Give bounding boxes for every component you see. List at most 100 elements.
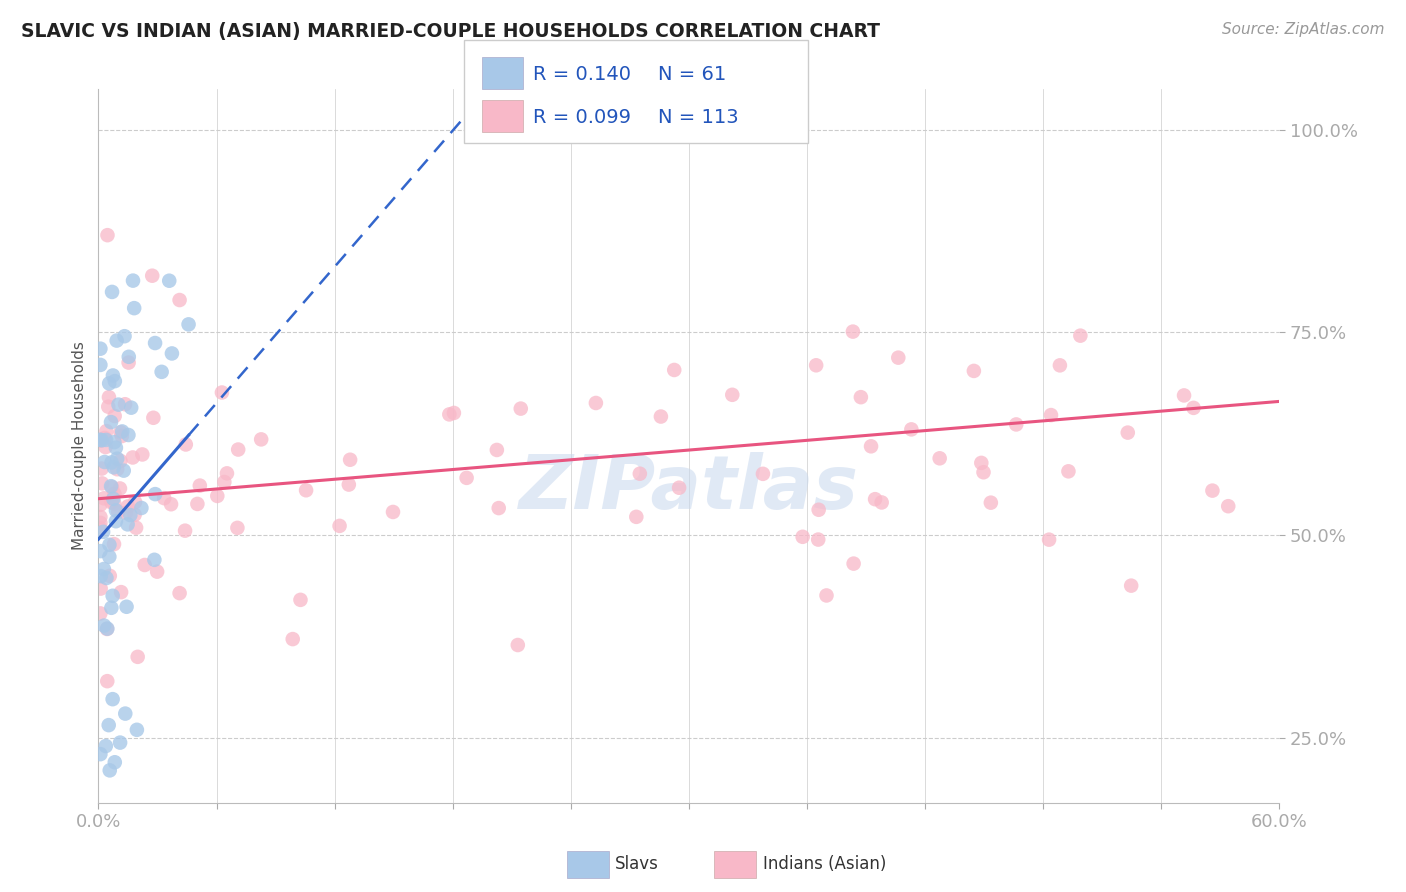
Point [103, 435, 125, 450]
Point [98, 538, 121, 552]
Point [93, 431, 115, 445]
Point [108, 736, 131, 750]
Point [804, 359, 827, 373]
Point [1121, 579, 1143, 593]
Point [153, 491, 176, 505]
Point [101, 285, 124, 299]
Point [114, 706, 136, 721]
Point [211, 385, 233, 400]
Point [807, 533, 830, 547]
Point [103, 460, 125, 475]
Point [118, 350, 141, 364]
Point [117, 355, 139, 369]
Point [1005, 417, 1028, 432]
Point [98, 376, 121, 391]
Point [382, 505, 405, 519]
Point [124, 508, 146, 522]
Y-axis label: Married-couple Households: Married-couple Households [72, 342, 87, 550]
Point [188, 478, 211, 492]
Point [177, 318, 200, 332]
Point [94, 433, 117, 447]
Point [1040, 408, 1063, 422]
Point [96, 622, 118, 636]
Point [89, 607, 111, 621]
Point [121, 450, 143, 465]
Point [100, 479, 122, 493]
Point [226, 442, 249, 457]
Point [101, 692, 124, 706]
Point [100, 455, 122, 469]
Point [117, 517, 139, 532]
Point [664, 363, 686, 377]
Point [93, 491, 115, 506]
Point [96, 571, 118, 585]
Point [1182, 401, 1205, 415]
Point [970, 456, 993, 470]
Point [207, 489, 229, 503]
Point [104, 409, 127, 423]
Point [111, 425, 134, 439]
Point [1038, 533, 1060, 547]
Point [143, 487, 166, 501]
Point [101, 480, 124, 494]
Point [120, 508, 142, 522]
Point [89, 498, 111, 512]
Point [456, 471, 478, 485]
Point [290, 592, 312, 607]
Point [295, 483, 318, 498]
Point [439, 408, 461, 422]
Point [143, 336, 166, 351]
Point [107, 505, 129, 519]
Point [107, 398, 129, 412]
Point [485, 442, 508, 457]
Point [1069, 328, 1091, 343]
Point [103, 537, 125, 551]
Point [90, 582, 112, 596]
Point [104, 374, 127, 388]
Point [150, 365, 173, 379]
Point [89, 516, 111, 530]
Point [89, 342, 111, 356]
Point [101, 368, 124, 383]
Text: SLAVIC VS INDIAN (ASIAN) MARRIED-COUPLE HOUSEHOLDS CORRELATION CHART: SLAVIC VS INDIAN (ASIAN) MARRIED-COUPLE … [21, 22, 880, 41]
Point [134, 558, 156, 572]
Point [90, 434, 112, 448]
Point [143, 553, 166, 567]
Point [628, 467, 651, 481]
Point [281, 632, 304, 646]
Point [127, 649, 149, 664]
Point [103, 497, 125, 511]
Point [174, 437, 197, 451]
Point [509, 401, 531, 416]
Point [110, 585, 132, 599]
Point [214, 475, 236, 489]
Point [98, 549, 121, 564]
Point [98, 764, 121, 778]
Point [186, 497, 208, 511]
Point [97, 718, 120, 732]
Point [89, 434, 111, 448]
Point [115, 599, 138, 614]
Point [90, 569, 112, 583]
Point [89, 521, 111, 535]
Point [160, 497, 183, 511]
Point [337, 477, 360, 491]
Text: R = 0.099: R = 0.099 [533, 108, 631, 128]
Point [96, 228, 118, 243]
Point [105, 334, 128, 348]
Point [815, 589, 838, 603]
Point [141, 268, 163, 283]
Text: ZIPatlas: ZIPatlas [519, 452, 859, 525]
Point [1057, 464, 1080, 478]
Point [100, 495, 122, 509]
Point [1116, 425, 1139, 440]
Point [91, 476, 114, 491]
Point [111, 429, 134, 443]
Point [89, 510, 111, 524]
Point [105, 462, 128, 476]
Point [96, 674, 118, 689]
Point [103, 491, 125, 506]
Point [122, 274, 145, 288]
Point [110, 454, 132, 468]
Point [900, 422, 922, 436]
